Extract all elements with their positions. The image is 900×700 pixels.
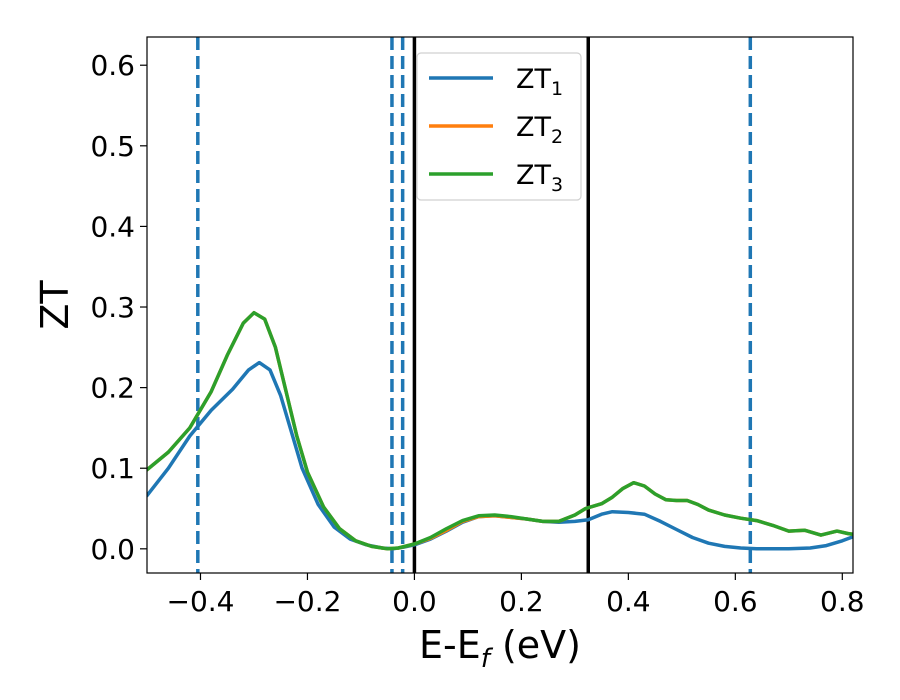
x-tick-label: −0.2 <box>273 585 341 618</box>
x-axis-title: E-Ef (eV) <box>419 623 581 674</box>
y-axis-title: ZT <box>33 280 77 330</box>
legend-label-zt3: ZT3 <box>516 160 563 196</box>
plot-frame <box>146 36 854 574</box>
x-tick-label: 0.4 <box>606 585 651 618</box>
series-line-zt2 <box>147 310 853 551</box>
vertical-marker-lines <box>196 37 753 573</box>
x-axis-ticks: −0.4 −0.2 0.0 0.2 0.4 0.6 0.8 <box>166 573 865 618</box>
legend-label-zt2: ZT2 <box>516 112 563 148</box>
x-tick-label: 0.2 <box>499 585 544 618</box>
y-tick-label: 0.4 <box>90 210 135 243</box>
x-tick-label: 0.0 <box>392 585 437 618</box>
legend-label-zt1: ZT1 <box>516 64 563 100</box>
y-tick-label: 0.0 <box>90 533 135 566</box>
series-line-zt3 <box>147 310 853 551</box>
y-tick-label: 0.3 <box>90 291 135 324</box>
x-tick-label: 0.6 <box>713 585 758 618</box>
y-tick-label: 0.1 <box>90 452 135 485</box>
x-tick-label: 0.8 <box>820 585 865 618</box>
y-axis-ticks: 0.0 0.1 0.2 0.3 0.4 0.5 0.6 <box>90 49 147 566</box>
legend: ZT1 ZT2 ZT3 <box>416 52 582 201</box>
x-tick-label: −0.4 <box>166 585 234 618</box>
y-tick-label: 0.2 <box>90 372 135 405</box>
legend-box <box>416 52 582 201</box>
y-tick-label: 0.5 <box>90 130 135 163</box>
y-tick-label: 0.6 <box>90 49 135 82</box>
series-lines <box>147 310 853 551</box>
